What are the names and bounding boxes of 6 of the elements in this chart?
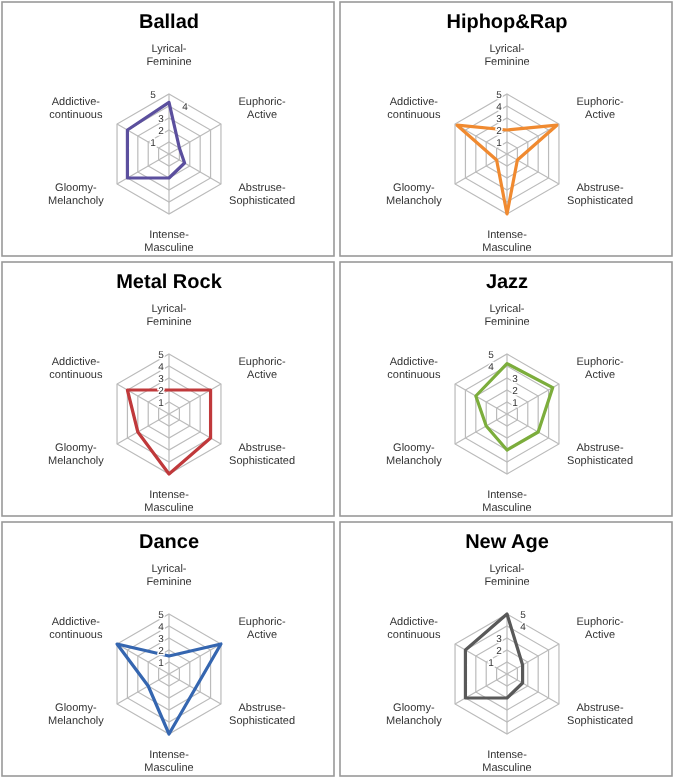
chart-title: Jazz [485,272,529,294]
chart-title: Hiphop&Rap [446,12,568,34]
chart-title: Metal Rock [116,272,223,294]
chart-title: New Age [465,532,550,554]
chart-title: Dance [138,532,200,554]
chart-title: Ballad [138,12,200,34]
